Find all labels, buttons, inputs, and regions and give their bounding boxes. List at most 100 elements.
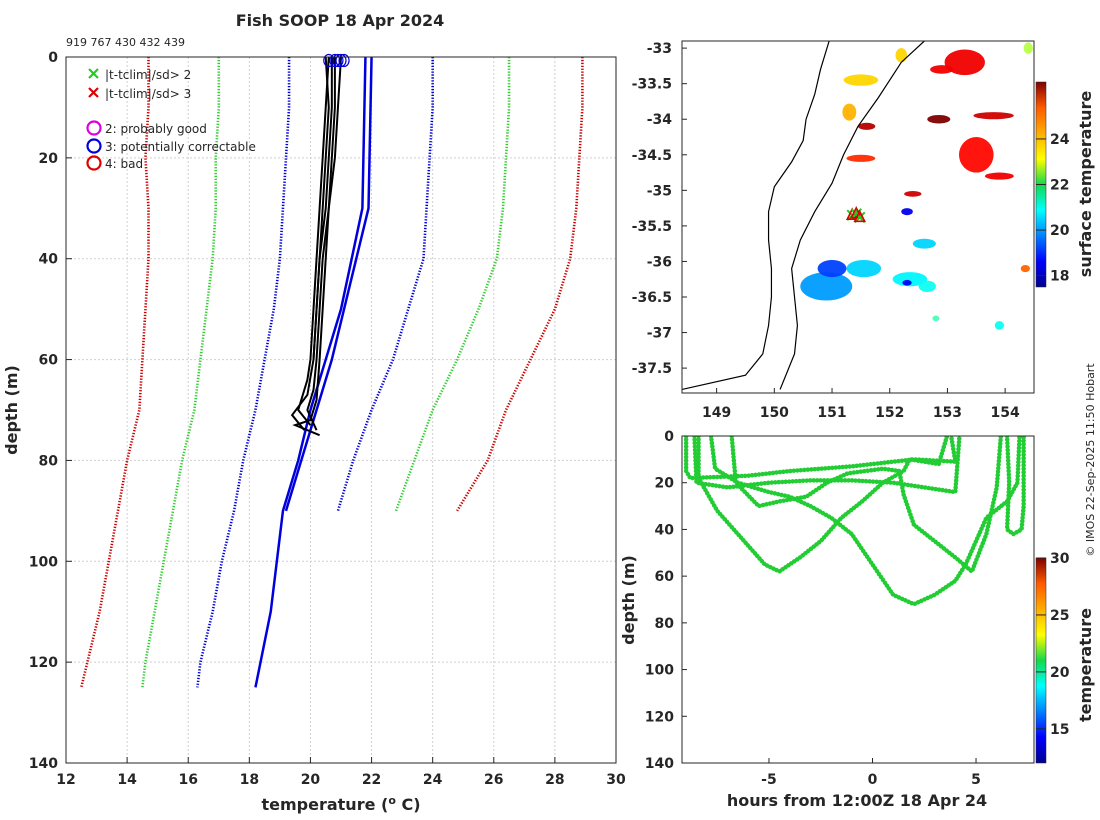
- legend-cross-marker: [88, 87, 99, 98]
- qc-flag-circle: [332, 53, 344, 68]
- legend-label: |t-tclim|/sd> 2: [105, 68, 191, 82]
- station-triangle-marker: [853, 209, 867, 223]
- temperature-profile-line: [292, 56, 342, 437]
- sst-map-y-tick-label: -37.5: [632, 361, 672, 377]
- time-depth-y-tick-label: 20: [655, 476, 675, 492]
- sst-patch: [846, 260, 882, 278]
- time-depth-y-tick-label: 0: [664, 429, 674, 445]
- sst-map-x-tick-label: 153: [933, 405, 962, 421]
- time-depth-tracks: [683, 436, 1026, 607]
- sst-colorbar-ticks: 18 20 22 24: [1036, 132, 1070, 285]
- legend-cross-marker: [88, 68, 99, 79]
- sst-map-y-tick-label: -36: [647, 254, 672, 270]
- temperature-colorbar-tick-label: 15: [1050, 722, 1069, 738]
- sst-map-field: [682, 41, 1033, 391]
- sst-map-y-tick-label: -35: [647, 183, 672, 199]
- qc-flag-circle: [323, 53, 335, 68]
- sst-map-box: [681, 40, 1035, 394]
- temperature-profile-line: [297, 56, 330, 426]
- profile-grid: [65, 56, 617, 764]
- time-depth-axes-box: [681, 435, 1035, 764]
- rejected-profile-line: [284, 56, 373, 512]
- temperature-colorbar-label: temperature: [1076, 608, 1095, 722]
- temperature-colorbar-tick-label: 30: [1050, 551, 1070, 567]
- time-depth-x-label: hours from 12:00Z 18 Apr 24: [727, 791, 987, 810]
- sst-patch: [843, 74, 879, 86]
- clim-minus-3sd-line: [80, 57, 150, 688]
- qc-flag-circle: [335, 53, 347, 68]
- clim-plus-2sd-line: [394, 57, 511, 512]
- clim-minus-2sd-line: [141, 57, 221, 688]
- profile-x-tick-label: 26: [484, 772, 503, 788]
- sst-patch: [902, 279, 912, 286]
- temperature-colorbar-tick-label: 25: [1050, 608, 1069, 624]
- sst-patch: [984, 172, 1014, 180]
- sst-map-y-ticks: -33 -33.5 -34 -34.5 -35 -35.5 -36 -36.5 -37 -37.5: [632, 41, 687, 377]
- profile-x-tick-label: 16: [178, 772, 197, 788]
- sst-patch: [927, 114, 951, 124]
- sst-map-y-tick-label: -34: [647, 112, 673, 128]
- profile-x-tick-label: 18: [240, 772, 259, 788]
- coastline: [682, 41, 830, 391]
- profile-x-label-sup: o: [388, 794, 396, 807]
- sst-patch: [958, 137, 994, 173]
- time-depth-y-tick-label: 60: [655, 569, 675, 585]
- sst-map-x-tick-label: 154: [991, 405, 1020, 421]
- temperature-profile-line: [306, 57, 336, 431]
- time-depth-track: [683, 436, 958, 481]
- time-depth-x-tick-label: 0: [868, 772, 878, 788]
- sst-patch: [842, 103, 857, 121]
- legend-label: 3: potentially correctable: [105, 140, 256, 154]
- sst-map-x-ticks: 149 150 151 152 153 154: [702, 388, 1020, 421]
- sst-colorbar-tick-label: 18: [1050, 269, 1069, 285]
- sst-map-x-tick-label: 150: [760, 405, 789, 421]
- profile-y-tick-label: 0: [48, 50, 58, 66]
- profile-lines: [80, 53, 584, 688]
- profile-y-tick-label: 40: [39, 252, 59, 268]
- time-depth-y-tick-label: 40: [655, 522, 675, 538]
- sst-map-y-tick-label: -33: [647, 41, 672, 57]
- profile-x-tick-label: 20: [301, 772, 321, 788]
- sst-patch: [904, 191, 922, 197]
- sst-patch: [1020, 265, 1030, 273]
- sst-patch: [944, 49, 985, 76]
- profile-id-line: 919 767 430 432 439: [66, 36, 185, 49]
- time-depth-track: [729, 436, 1004, 574]
- sst-map-y-tick-label: -36.5: [632, 290, 672, 306]
- rejected-profile-line: [254, 56, 367, 688]
- clim-plus-3sd-line: [455, 57, 584, 512]
- credit-text: © IMOS 22-Sep-2025 11:50 Hobart: [1084, 363, 1097, 557]
- sst-map-y-tick-label: -37: [647, 326, 672, 342]
- sst-patch: [901, 208, 913, 216]
- sst-patch: [895, 48, 908, 63]
- profile-x-label-main: temperature (: [261, 795, 388, 814]
- temperature-colorbar-ticks: 15 20 25 30: [1036, 551, 1070, 738]
- sst-colorbar-label: surface temperature: [1076, 91, 1095, 278]
- profile-x-tick-label: 14: [117, 772, 137, 788]
- temperature-colorbar: [1035, 557, 1047, 764]
- profile-y-label: depth (m): [2, 365, 21, 455]
- profile-y-tick-label: 140: [29, 756, 58, 772]
- sst-patch: [846, 154, 876, 162]
- sst-patch: [932, 315, 940, 322]
- sst-patch: [994, 321, 1004, 330]
- legend-circle-marker: [86, 155, 102, 171]
- time-depth-track: [1004, 436, 1026, 537]
- legend-label: 2: probably good: [105, 122, 207, 136]
- profile-x-label: temperature (o C): [261, 794, 420, 814]
- time-depth-x-tick-label: -5: [761, 772, 777, 788]
- sst-map-x-tick-label: 151: [817, 405, 846, 421]
- sst-patch: [918, 280, 936, 293]
- profile-y-tick-label: 60: [39, 353, 59, 369]
- sst-colorbar-tick-label: 20: [1050, 223, 1070, 239]
- sst-map-y-tick-label: -34.5: [632, 148, 672, 164]
- legend-label: 4: bad: [105, 157, 143, 171]
- profile-x-ticks: 12 14 16 18 20 22 24 26 28 30: [56, 757, 626, 788]
- time-depth-x-ticks: -5 0 5: [761, 758, 981, 788]
- time-depth-y-ticks: 0 20 40 60 80 100 120 140: [645, 429, 687, 772]
- legend-circle-marker: [86, 120, 102, 136]
- sst-patch: [800, 272, 853, 301]
- profile-x-label-end: C): [396, 795, 421, 814]
- time-depth-track: [696, 436, 950, 574]
